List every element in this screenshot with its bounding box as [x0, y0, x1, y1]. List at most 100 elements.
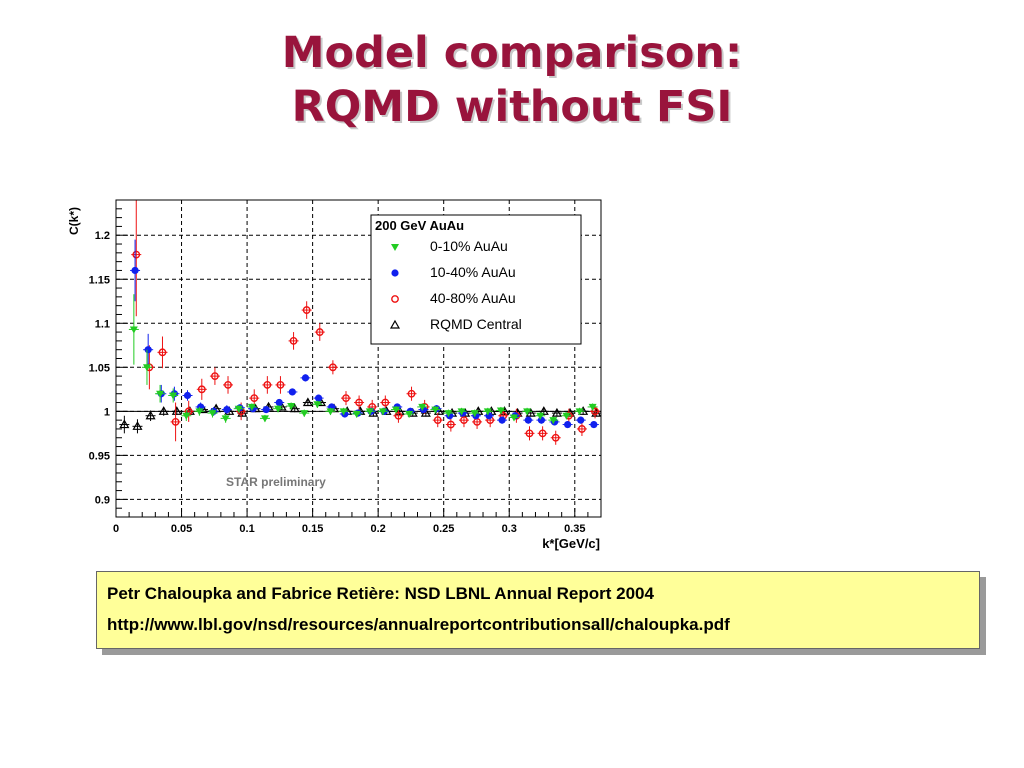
legend-title: 200 GeV AuAu — [375, 218, 464, 233]
y-tick-label: 0.9 — [95, 494, 110, 506]
data-point — [211, 372, 219, 381]
data-point — [287, 403, 296, 411]
slide-title-line-2: RQMD without FSI — [291, 82, 733, 132]
slide-title-line-1: Model comparison: — [281, 28, 743, 78]
data-point — [314, 394, 323, 402]
data-point — [171, 406, 182, 415]
data-point — [315, 328, 324, 336]
data-point — [342, 394, 350, 403]
data-point — [158, 348, 167, 357]
data-point — [260, 415, 269, 423]
data-point — [470, 410, 479, 418]
data-point — [498, 416, 506, 424]
data-point — [302, 306, 311, 314]
data-point — [365, 408, 374, 416]
data-point — [313, 401, 322, 409]
correlation-function-plot: 0 0.05 0.1 0.15 0.2 0.25 0.3 0.35 0.9 0.95 1 1.05 1.… — [67, 199, 602, 551]
y-tick-label: 1.2 — [95, 230, 110, 242]
data-point — [355, 398, 363, 407]
data-point — [300, 410, 309, 418]
data-point — [208, 410, 217, 418]
data-point — [538, 406, 549, 415]
data-point — [523, 408, 532, 416]
data-point — [223, 405, 231, 414]
legend-marker — [389, 319, 401, 329]
citation-line-2: http://www.lbl.gov/nsd/resources/annualr… — [107, 615, 730, 634]
data-point — [183, 391, 192, 400]
legend-label: 10-40% AuAu — [430, 264, 516, 280]
data-point — [551, 433, 560, 442]
data-point — [195, 408, 204, 416]
data-point — [131, 266, 139, 275]
x-tick-label: 0.15 — [302, 523, 323, 535]
data-point — [301, 374, 310, 382]
series-layer — [119, 200, 602, 445]
data-point — [276, 381, 285, 389]
y-tick-label: 0.95 — [89, 450, 110, 462]
data-point — [444, 410, 453, 418]
y-tick-label: 1.15 — [89, 274, 110, 286]
data-point — [144, 346, 152, 354]
y-tick-label: 1.05 — [89, 362, 110, 374]
data-point — [263, 381, 272, 389]
x-tick-label: 0.35 — [564, 523, 585, 535]
data-point — [433, 416, 442, 425]
data-point — [483, 408, 492, 416]
data-point — [182, 412, 191, 420]
citation-box: Petr Chaloupka and Fabrice Retière: NSD … — [96, 571, 980, 649]
data-point — [158, 406, 169, 415]
data-point — [381, 398, 390, 407]
citation-line-1: Petr Chaloupka and Fabrice Retière: NSD … — [107, 584, 654, 603]
data-point — [538, 429, 547, 438]
data-point — [328, 363, 337, 372]
data-point — [302, 397, 313, 407]
data-point — [145, 410, 156, 420]
data-point — [288, 388, 296, 396]
legend-entries: 0-10% AuAu 10-40% AuAu 40-80% AuAu RQMD Cen… — [389, 238, 522, 332]
x-tick-label: 0.25 — [433, 523, 454, 535]
y-tick-label: 1 — [104, 406, 110, 418]
data-point — [289, 403, 300, 413]
data-point — [575, 408, 584, 416]
y-axis-label: C(k*) — [67, 207, 81, 235]
x-tick-label: 0.05 — [171, 523, 192, 535]
data-point — [339, 408, 348, 416]
star-preliminary-annotation: STAR preliminary — [226, 475, 326, 489]
legend-label: RQMD Central — [430, 316, 522, 332]
data-point — [536, 412, 545, 420]
data-point — [275, 398, 283, 407]
data-point — [418, 403, 427, 411]
legend: 200 GeV AuAu 0-10% AuAu 10-40% AuAu 40-80%… — [370, 214, 582, 345]
x-tick-label: 0.2 — [371, 523, 386, 535]
x-tick-label: 0 — [113, 523, 119, 535]
data-point — [378, 408, 387, 416]
data-point — [221, 415, 230, 423]
data-point — [590, 420, 598, 429]
legend-marker — [391, 244, 399, 251]
data-point — [525, 407, 536, 417]
data-point — [457, 408, 466, 416]
data-point — [509, 414, 518, 422]
data-point — [460, 416, 468, 425]
series-triangle-down — [128, 294, 598, 425]
data-point — [234, 405, 243, 413]
data-point — [578, 425, 586, 433]
data-point — [262, 405, 270, 414]
data-point — [247, 403, 256, 411]
data-point — [405, 410, 414, 418]
data-point — [392, 406, 401, 414]
data-point — [224, 381, 232, 389]
data-point — [394, 406, 405, 415]
data-point — [142, 364, 151, 372]
data-point — [132, 250, 141, 259]
data-point — [132, 421, 143, 430]
legend-marker — [391, 295, 399, 303]
series-open-triangle — [119, 397, 602, 434]
legend-label: 0-10% AuAu — [430, 238, 508, 254]
x-tick-label: 0.1 — [239, 523, 254, 535]
data-point — [156, 390, 165, 398]
data-point — [326, 408, 335, 416]
data-point — [352, 410, 361, 418]
data-point — [197, 385, 206, 394]
x-axis-label: k*[GeV/c] — [542, 536, 600, 551]
